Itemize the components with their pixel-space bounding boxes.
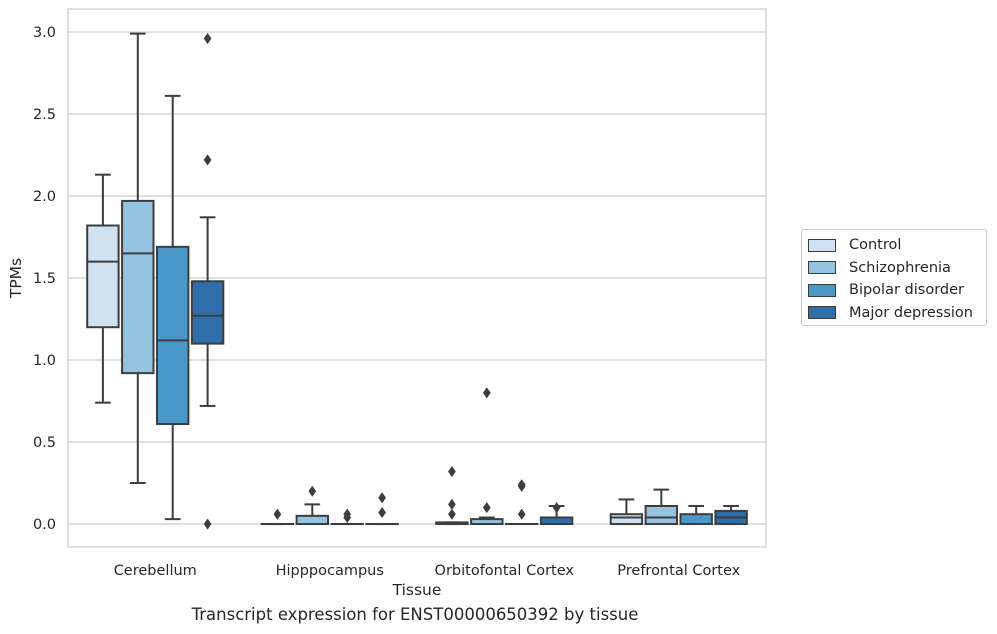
box-orbitofontal-cortex-schizophrenia-outlier-0 [482,501,491,514]
box-cerebellum-control-iqr-box [86,224,120,329]
y-tick-label-0-0: 0.0 [33,517,56,533]
plot-frame [67,8,767,548]
y-tick-label-1-0: 1.0 [33,353,56,369]
box-cerebellum-bipolar-disorder-iqr-box [155,245,190,425]
box-orbitofontal-cortex-bipolar-disorder-outlier-0 [517,508,526,520]
box-prefrontal-cortex-major-depression [714,504,748,526]
x-axis-label: Tissue [392,581,442,599]
box-orbitofontal-cortex-schizophrenia [470,387,504,526]
box-orbitofontal-cortex-major-depression [539,501,574,526]
box-orbitofontal-cortex-control-outlier-1 [447,498,456,510]
y-tick-label-2-0: 2.0 [33,189,56,205]
x-tick-label-prefrontal-cortex: Prefrontal Cortex [617,563,740,579]
box-cerebellum-schizophrenia-iqr-box [121,199,155,375]
box-hipppocampus-control [260,508,295,526]
box-hipppocampus-bipolar-disorder-outlier-1 [343,508,352,520]
x-axis: Cerebellum Hipppocampus Orbitofontal Corte… [114,563,741,579]
box-orbitofontal-cortex-bipolar-disorder [504,479,539,526]
legend-swatch-control [808,238,836,252]
legend-item-control: Control [808,234,986,257]
box-hipppocampus-control-outlier-0 [273,508,282,520]
legend-label-major-depression: Major depression [849,304,973,321]
y-tick-label-2-5: 2.5 [33,107,56,123]
y-tick-label-3-0: 3.0 [33,25,56,41]
box-hipppocampus-schizophrenia-iqr-box [295,514,330,526]
box-hipppocampus-major-depression-outlier-0 [378,506,387,519]
box-cerebellum-major-depression-outlier-1 [203,154,212,166]
box-orbitofontal-cortex-schizophrenia-outlier-1 [482,387,491,399]
box-prefrontal-cortex-schizophrenia-iqr-box [644,504,679,526]
box-hipppocampus-schizophrenia-outlier-0 [308,485,317,497]
legend-swatch-major-depression [808,306,836,320]
box-hipppocampus-major-depression [365,492,399,526]
y-axis: 0.0 0.5 1.0 1.5 2.0 2.5 3.0 [33,25,56,533]
box-prefrontal-cortex-control-iqr-box [609,513,644,526]
box-cerebellum-bipolar-disorder [155,94,190,521]
legend-item-schizophrenia: Schizophrenia [808,257,986,280]
y-tick-label-0-5: 0.5 [33,435,56,451]
legend-item-bipolar-disorder: Bipolar disorder [808,279,986,302]
box-hipppocampus-schizophrenia [295,485,330,526]
box-orbitofontal-cortex-major-depression-outlier-0 [552,501,561,514]
y-tick-label-1-5: 1.5 [33,271,56,287]
box-orbitofontal-cortex-control-outlier-0 [447,508,456,520]
boxes [86,32,748,530]
box-cerebellum-schizophrenia [121,32,155,485]
box-prefrontal-cortex-control [609,498,644,526]
box-cerebellum-control [86,173,120,404]
box-orbitofontal-cortex-control [435,465,469,526]
legend-label-bipolar-disorder: Bipolar disorder [849,282,964,299]
y-axis-label: TPMs [7,258,25,299]
box-cerebellum-major-depression-iqr-box [190,280,225,345]
box-prefrontal-cortex-bipolar-disorder-iqr-box [679,513,713,526]
x-tick-label-cerebellum: Cerebellum [114,563,197,579]
legend-label-control: Control [849,237,902,254]
box-cerebellum-major-depression [190,32,225,530]
box-orbitofontal-cortex-control-outlier-2 [447,465,456,478]
legend-item-major-depression: Major depression [808,302,986,325]
legend: Control Schizophrenia Bipolar disorder M… [801,229,987,326]
box-prefrontal-cortex-bipolar-disorder [679,504,713,526]
box-orbitofontal-cortex-bipolar-disorder-outlier-2 [517,479,526,491]
box-cerebellum-major-depression-outlier-2 [203,32,212,45]
legend-swatch-schizophrenia [808,261,836,275]
chart-caption: Transcript expression for ENST0000065039… [191,605,639,624]
legend-swatch-bipolar-disorder [808,283,836,297]
box-cerebellum-major-depression-outlier-0 [203,518,212,530]
box-prefrontal-cortex-schizophrenia [644,488,679,526]
legend-label-schizophrenia: Schizophrenia [849,259,951,276]
box-hipppocampus-major-depression-outlier-1 [378,492,387,504]
x-tick-label-orbitofontal-cortex: Orbitofontal Cortex [435,563,575,579]
box-hipppocampus-bipolar-disorder [330,508,364,526]
x-tick-label-hipppocampus: Hipppocampus [276,563,384,579]
